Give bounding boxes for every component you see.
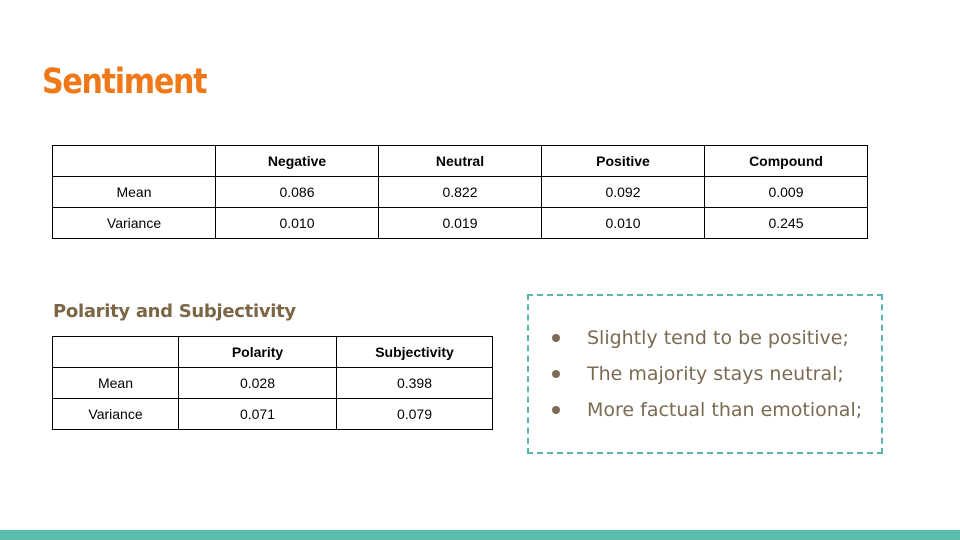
bottom-accent-bar bbox=[0, 530, 960, 540]
list-item: More factual than emotional; bbox=[549, 392, 862, 428]
list-item: Slightly tend to be positive; bbox=[549, 320, 862, 356]
table-row: Mean 0.028 0.398 bbox=[52, 367, 493, 399]
list-item-text: Slightly tend to be positive; bbox=[587, 327, 849, 349]
table-cell: 0.019 bbox=[378, 207, 542, 239]
bullet-icon bbox=[552, 406, 560, 414]
table-cell: 0.086 bbox=[215, 176, 379, 208]
table-header-cell: Negative bbox=[215, 145, 379, 177]
table-cell: 0.028 bbox=[178, 367, 337, 399]
table-row: Variance 0.010 0.019 0.010 0.245 bbox=[52, 207, 868, 239]
table-header-row: Polarity Subjectivity bbox=[52, 336, 493, 368]
table-cell: 0.071 bbox=[178, 398, 337, 430]
table-header-row: Negative Neutral Positive Compound bbox=[52, 145, 868, 177]
table-header-cell: Neutral bbox=[378, 145, 542, 177]
findings-callout: Slightly tend to be positive; The majori… bbox=[527, 294, 883, 454]
table-header-cell: Subjectivity bbox=[336, 336, 493, 368]
table-header-cell bbox=[52, 336, 179, 368]
table-cell: 0.398 bbox=[336, 367, 493, 399]
table-header-cell: Compound bbox=[704, 145, 868, 177]
list-item: The majority stays neutral; bbox=[549, 356, 862, 392]
polarity-subjectivity-heading: Polarity and Subjectivity bbox=[53, 301, 296, 322]
sentiment-table: Negative Neutral Positive Compound Mean … bbox=[52, 145, 868, 239]
row-label-cell: Mean bbox=[52, 367, 179, 399]
table-cell: 0.010 bbox=[215, 207, 379, 239]
row-label-cell: Variance bbox=[52, 398, 179, 430]
bullet-icon bbox=[552, 334, 560, 342]
findings-list: Slightly tend to be positive; The majori… bbox=[549, 320, 862, 428]
table-header-cell: Polarity bbox=[178, 336, 337, 368]
bullet-icon bbox=[552, 370, 560, 378]
row-label-cell: Mean bbox=[52, 176, 216, 208]
table-cell: 0.010 bbox=[541, 207, 705, 239]
table-row: Variance 0.071 0.079 bbox=[52, 398, 493, 430]
table-row: Mean 0.086 0.822 0.092 0.009 bbox=[52, 176, 868, 208]
polarity-table: Polarity Subjectivity Mean 0.028 0.398 V… bbox=[52, 336, 493, 430]
table-cell: 0.822 bbox=[378, 176, 542, 208]
table-header-cell: Positive bbox=[541, 145, 705, 177]
list-item-text: The majority stays neutral; bbox=[587, 363, 844, 385]
table-cell: 0.092 bbox=[541, 176, 705, 208]
row-label-cell: Variance bbox=[52, 207, 216, 239]
list-item-text: More factual than emotional; bbox=[587, 399, 863, 421]
slide-title: Sentiment bbox=[42, 62, 208, 102]
table-cell: 0.079 bbox=[336, 398, 493, 430]
table-header-cell bbox=[52, 145, 216, 177]
table-cell: 0.245 bbox=[704, 207, 868, 239]
table-cell: 0.009 bbox=[704, 176, 868, 208]
